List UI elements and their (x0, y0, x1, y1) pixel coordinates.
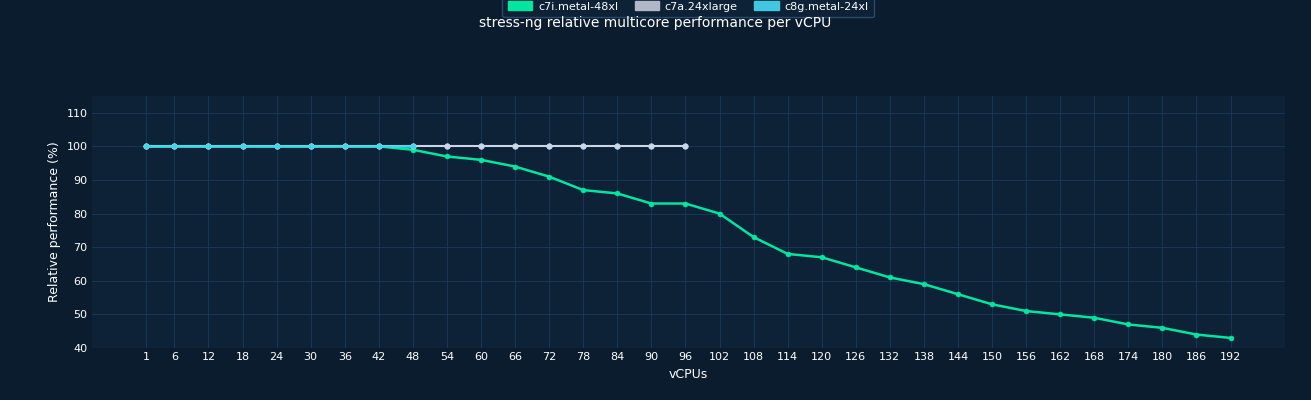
Text: stress-ng relative multicore performance per vCPU: stress-ng relative multicore performance… (480, 16, 831, 30)
Legend: c7i.metal-48xl, c7a.24xlarge, c8g.metal-24xl: c7i.metal-48xl, c7a.24xlarge, c8g.metal-… (502, 0, 874, 17)
X-axis label: vCPUs: vCPUs (669, 368, 708, 381)
Y-axis label: Relative performance (%): Relative performance (%) (49, 142, 62, 302)
